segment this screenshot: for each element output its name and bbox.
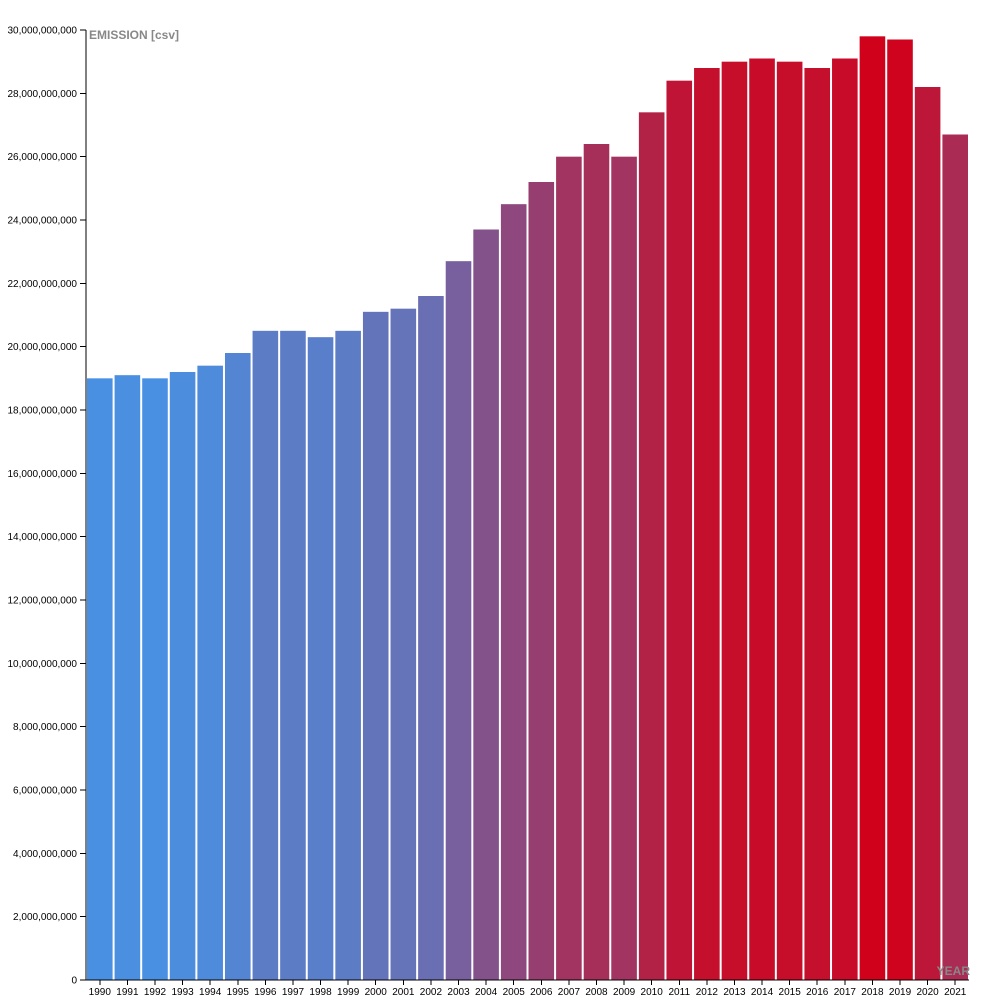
y-tick-label: 6,000,000,000 xyxy=(13,786,77,797)
x-tick-label: 2021 xyxy=(944,987,967,998)
x-axis: 1990 1991 1992 1993 1994 1995 1996 1997 1998 1999… xyxy=(86,979,969,998)
x-tick-label: 2015 xyxy=(779,987,802,998)
x-tick-label: 2010 xyxy=(641,987,664,998)
y-tick-label: 26,000,000,000 xyxy=(7,152,77,163)
bar-2005 xyxy=(500,204,527,981)
y-tick-label: 28,000,000,000 xyxy=(7,89,77,100)
bar-2015 xyxy=(776,61,803,981)
y-tick-label: 30,000,000,000 xyxy=(7,26,77,37)
x-tick-label: 1995 xyxy=(227,987,250,998)
x-tick-label: 2002 xyxy=(420,987,443,998)
x-axis-title: YEAR xyxy=(937,964,971,978)
bar-1992 xyxy=(142,378,168,981)
y-axis: 0 2,000,000,000 4,000,000,000 6,000,000,000… xyxy=(7,26,87,987)
bar-2013 xyxy=(721,61,748,981)
x-tick-label: 2019 xyxy=(889,987,912,998)
y-tick-label: 8,000,000,000 xyxy=(13,722,77,733)
bar-2007 xyxy=(556,156,582,981)
y-tick-label: 16,000,000,000 xyxy=(7,469,77,480)
x-tick-label: 1994 xyxy=(199,987,222,998)
x-tick-label: 2018 xyxy=(861,987,884,998)
bar-1995 xyxy=(224,353,251,980)
bars-group xyxy=(87,36,968,981)
bar-1999 xyxy=(335,330,361,981)
bar-2010 xyxy=(638,112,665,980)
x-tick-label: 2016 xyxy=(806,987,829,998)
y-axis-title: EMISSION [csv] xyxy=(89,28,179,42)
bar-2016 xyxy=(804,68,831,980)
bar-1991 xyxy=(114,375,141,980)
y-tick-label: 20,000,000,000 xyxy=(7,342,77,353)
x-tick-label: 2017 xyxy=(834,987,857,998)
bar-2011 xyxy=(666,80,693,981)
x-tick-label: 1993 xyxy=(171,987,194,998)
bar-2006 xyxy=(528,182,555,980)
bar-2017 xyxy=(832,58,858,980)
y-tick-label: 4,000,000,000 xyxy=(13,849,77,860)
bar-1990 xyxy=(87,378,113,981)
y-tick-label: 10,000,000,000 xyxy=(7,659,77,670)
x-tick-label: 1996 xyxy=(254,987,277,998)
x-tick-label: 2001 xyxy=(392,987,415,998)
x-tick-label: 1990 xyxy=(89,987,112,998)
bar-2012 xyxy=(694,68,720,980)
x-tick-label: 2011 xyxy=(669,987,691,998)
x-tick-label: 2008 xyxy=(585,987,608,998)
y-tick-label: 24,000,000,000 xyxy=(7,216,77,227)
y-tick-label: 22,000,000,000 xyxy=(7,279,77,290)
x-tick-label: 2013 xyxy=(723,987,746,998)
bar-1993 xyxy=(169,372,196,980)
y-tick-label: 12,000,000,000 xyxy=(7,596,77,607)
bar-2008 xyxy=(583,144,610,980)
x-tick-label: 2020 xyxy=(916,987,939,998)
y-tick-label: 2,000,000,000 xyxy=(13,912,77,923)
bar-2002 xyxy=(418,296,444,980)
y-tick-label: 0 xyxy=(71,976,77,987)
bar-2009 xyxy=(611,156,637,981)
bar-2001 xyxy=(390,308,417,980)
x-tick-label: 2005 xyxy=(503,987,526,998)
x-tick-label: 1999 xyxy=(337,987,360,998)
bar-1997 xyxy=(280,330,306,981)
bar-2014 xyxy=(749,58,775,980)
x-tick-label: 1997 xyxy=(282,987,305,998)
bar-2018 xyxy=(859,36,886,980)
bar-2004 xyxy=(473,229,499,980)
bar-2019 xyxy=(887,39,913,980)
bar-2020 xyxy=(914,87,941,980)
x-tick-label: 1991 xyxy=(116,987,139,998)
bar-1998 xyxy=(307,337,334,980)
x-tick-label: 2004 xyxy=(475,987,498,998)
x-tick-label: 2012 xyxy=(696,987,719,998)
y-tick-label: 14,000,000,000 xyxy=(7,532,77,543)
x-tick-label: 2009 xyxy=(613,987,636,998)
x-tick-label: 2000 xyxy=(365,987,388,998)
x-tick-label: 2007 xyxy=(558,987,581,998)
bar-2003 xyxy=(445,261,472,980)
bar-2000 xyxy=(362,311,389,981)
y-tick-label: 18,000,000,000 xyxy=(7,406,77,417)
x-tick-label: 1998 xyxy=(309,987,332,998)
x-tick-label: 2014 xyxy=(751,987,774,998)
x-tick-label: 1992 xyxy=(144,987,167,998)
bar-1994 xyxy=(197,365,223,980)
x-tick-label: 2006 xyxy=(530,987,553,998)
x-tick-label: 2003 xyxy=(447,987,470,998)
bar-1996 xyxy=(252,330,279,981)
bar-2021 xyxy=(942,134,968,980)
